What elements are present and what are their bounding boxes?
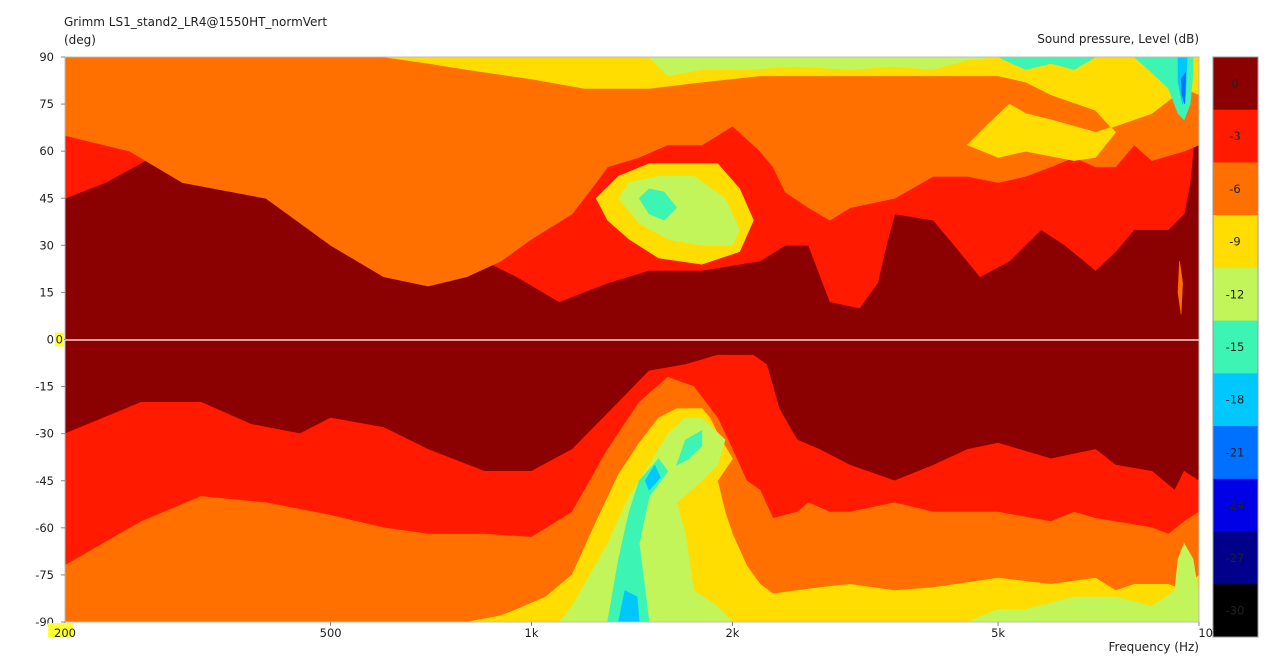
x-tick-label: 200 [54,626,76,640]
colorbar-band [1213,478,1258,533]
x-axis-label: Frequency (Hz) [1109,640,1200,654]
colorbar-band [1213,584,1258,638]
colorbar-band [1213,162,1258,216]
contour-region-14 [676,429,703,466]
y-axis-label: (deg) [64,33,96,47]
contour-region-20 [1180,71,1187,105]
colorbar-band [1213,215,1258,269]
contour-region-17 [618,590,640,622]
y-tick-label-highlighted: 0 [56,333,63,347]
colorbar-label-2: -6 [1229,182,1240,196]
colorbar-band [1213,373,1258,427]
colorbar-label-10: -30 [1226,604,1245,618]
x-tick-highlight [48,623,73,637]
y-tick-label: 45 [39,191,54,205]
chart-title: Grimm LS1_stand2_LR4@1550HT_normVert [64,15,327,29]
contour-region-9 [558,417,733,622]
x-tick-label: 1k [525,626,539,640]
colorbar-label-7: -21 [1226,445,1245,459]
y-tick-label: 75 [39,97,54,111]
contour-region-18 [644,464,661,491]
y-tick-label: -60 [35,521,54,535]
contour-region-12 [638,188,678,221]
colorbar-band [1213,57,1258,111]
y-tick-label: 0 [47,333,54,347]
colorbar-label-3: -9 [1229,235,1240,249]
contour-region-5 [383,57,1199,161]
x-tick-label: 2k [725,626,739,640]
colorbar-label-9: -27 [1226,551,1245,565]
colorbar-band [1213,426,1258,480]
colorbar-label-1: -3 [1229,129,1240,143]
contour-region-15 [997,57,1097,70]
colorbar: 0 -3 -6 -9 -12 -15 -18 -21 -24 -27 -30 [1212,56,1259,638]
y-tick-label: -75 [35,568,54,582]
y-tick-label: -15 [35,380,54,394]
x-axis: 200 500 1k 2k 5k 10k [48,622,1220,640]
colorbar-label-0: 0 [1231,76,1238,90]
y-tick-label: 60 [39,144,54,158]
y-tick-highlight [55,332,64,347]
contour-region-10 [967,542,1199,622]
contour-region-11 [648,57,999,77]
x-tick-label: 5k [991,626,1005,640]
contour-region-3 [65,57,1199,287]
colorbar-label-6: -18 [1226,393,1245,407]
colorbar-label-8: -24 [1226,498,1245,512]
colorbar-label-5: -15 [1226,340,1245,354]
y-tick-label: -30 [35,427,54,441]
y-tick-label: -45 [35,474,54,488]
colorbar-band [1213,531,1258,585]
colorbar-band [1213,267,1258,322]
colorbar-label-4: -12 [1226,287,1245,301]
y-tick-label: 30 [39,238,54,252]
colorbar-band [1213,109,1258,163]
contour-region-13 [607,458,669,622]
colorbar-label: Sound pressure, Level (dB) [1037,32,1199,46]
y-tick-label: 90 [39,50,54,64]
y-tick-label: 15 [39,285,54,299]
colorbar-frame [1212,56,1259,638]
contour-region-21 [1177,260,1183,315]
colorbar-band [1213,320,1258,374]
x-tick-label: 500 [320,626,342,640]
